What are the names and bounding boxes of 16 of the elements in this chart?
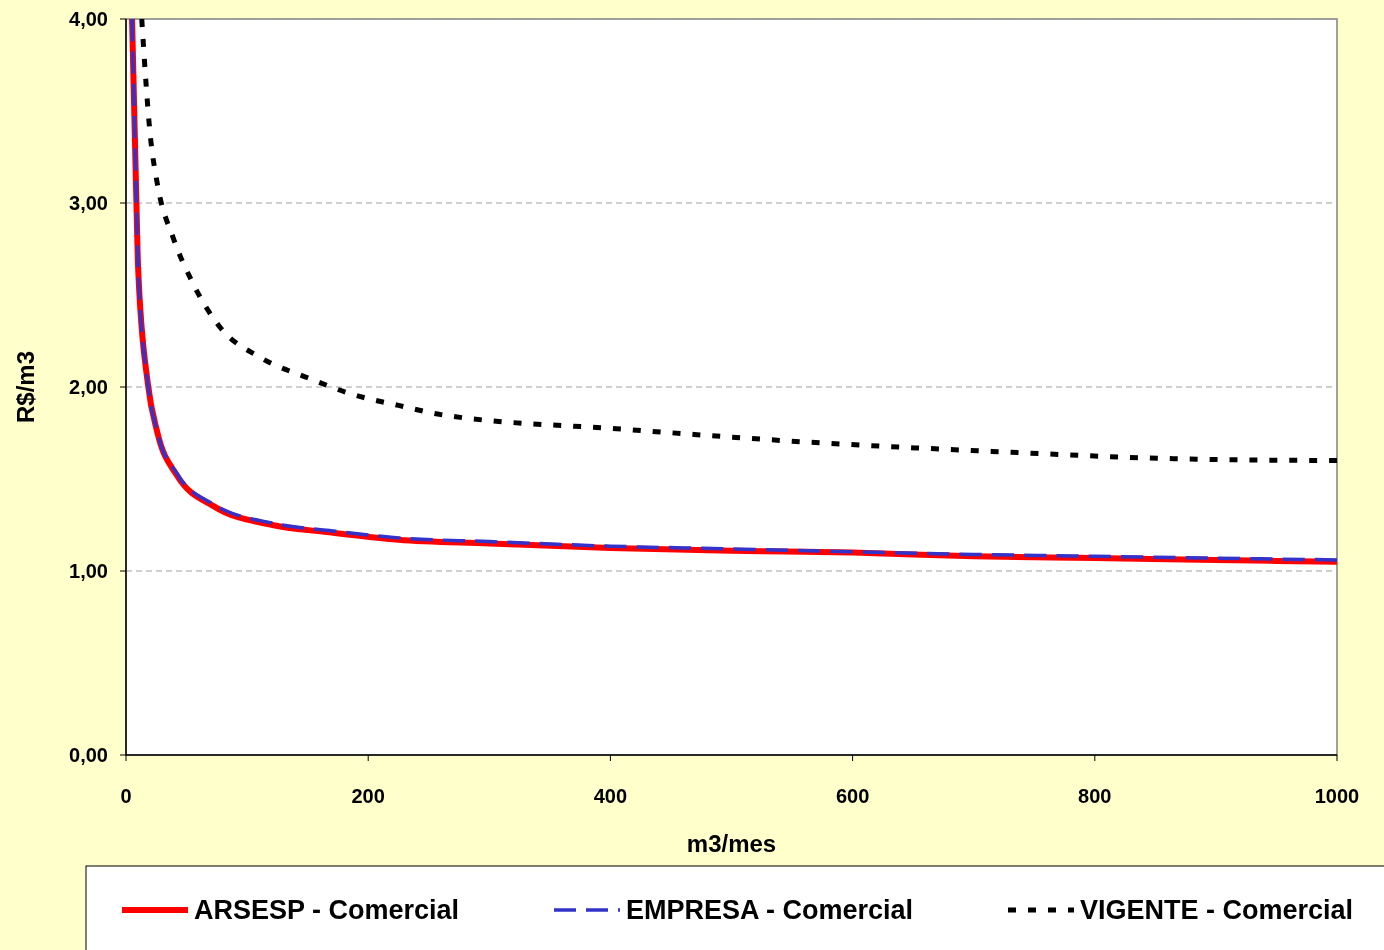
legend-label: ARSESP - Comercial: [194, 895, 460, 926]
legend-label: EMPRESA - Comercial: [626, 895, 914, 926]
x-tick-label: 400: [593, 785, 628, 807]
x-tick-label: 0: [120, 785, 132, 807]
y-tick-label: 4,00: [69, 8, 108, 30]
x-tick-label: 800: [1078, 785, 1112, 807]
y-tick-label: 1,00: [69, 560, 108, 582]
y-tick-label: 0,00: [69, 744, 108, 766]
y-tick-label: 2,00: [69, 376, 108, 398]
x-tick-label: 200: [351, 785, 385, 807]
y-axis-title: R$/m3: [12, 350, 39, 424]
y-tick-label: 3,00: [69, 192, 108, 214]
legend-label: VIGENTE - Comercial: [1080, 895, 1354, 926]
x-axis-title: m3/mes: [686, 830, 777, 857]
x-tick-label: 600: [835, 785, 870, 807]
x-tick-label: 1000: [1314, 785, 1360, 807]
